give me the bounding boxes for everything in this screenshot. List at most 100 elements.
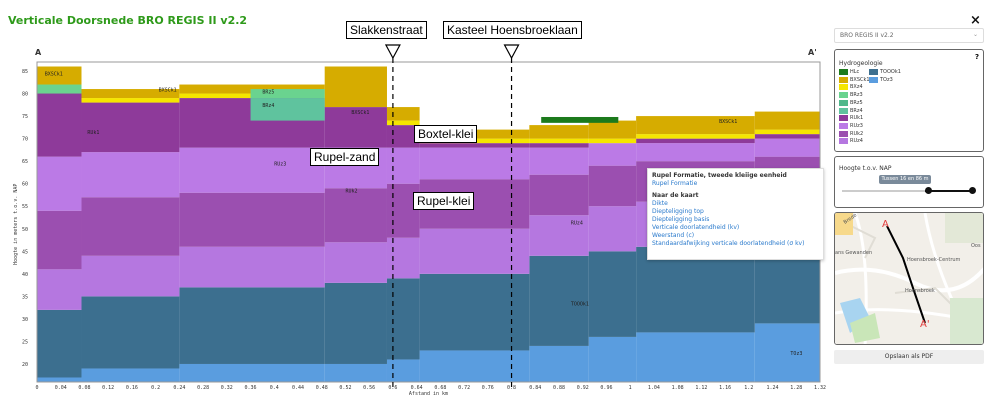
model-select[interactable]: BRO REGIS II v2.2 ⌄ [834,28,984,43]
layer-bxsck1[interactable] [37,66,82,85]
layer-brz4[interactable] [250,98,325,121]
layer-toook1[interactable] [529,255,589,346]
layer-bxsck1[interactable] [324,66,387,108]
layer-bxz4[interactable] [588,138,637,144]
layer-bxsck1[interactable] [588,120,637,139]
layer-bxsck1[interactable] [636,116,755,135]
save-pdf-button[interactable]: Opslaan als PDF [834,350,984,364]
layer-ruk1[interactable] [754,134,820,139]
layer-toook1[interactable] [636,246,755,333]
layer-ruz3[interactable] [37,156,82,211]
layer-ruk2[interactable] [179,192,325,247]
layer-ruz3[interactable] [386,147,420,184]
layer-ruz4[interactable] [37,269,82,310]
x-tick-label: 0.44 [292,385,304,391]
height-slider-track[interactable] [842,190,974,192]
layer-ruk2[interactable] [37,210,82,270]
legend-title: Hydrogeologie [839,60,883,67]
layer-ruk2[interactable] [324,188,387,243]
layer-bxsck1[interactable] [529,125,589,139]
layer-toz3[interactable] [324,363,387,382]
layer-hlc[interactable] [541,116,619,123]
layer-toz3[interactable] [754,323,820,382]
layer-ruk1[interactable] [81,102,180,153]
layer-toz3[interactable] [588,336,637,382]
help-icon[interactable]: ? [974,53,979,61]
layer-ruk2[interactable] [529,174,589,216]
layer-label: BXSCk1 [45,72,63,78]
layer-ruz3[interactable] [529,147,589,175]
layer-bxz4[interactable] [81,98,180,103]
legend-label: RUz3 [850,122,863,129]
x-tick-label: 0.8 [507,385,516,391]
legend-item-hlc: HLc [839,69,859,75]
layer-ruz4[interactable] [179,246,325,288]
layer-ruz4[interactable] [588,206,637,252]
layer-toz3[interactable] [636,332,755,382]
height-slider-max-handle[interactable] [969,187,976,194]
layer-toook1[interactable] [386,278,420,360]
y-tick-label: 70 [22,137,28,143]
layer-toook1[interactable] [588,251,637,337]
layer-bxz4[interactable] [636,134,755,139]
legend-item-bxsck1: BXSCk1 [839,76,870,83]
layer-toz3[interactable] [37,377,82,382]
layer-ruk2[interactable] [588,165,637,207]
legend-label: BRz3 [850,92,863,99]
x-tick-label: 0.6 [388,385,397,391]
popup-formation-link[interactable]: Rupel Formatie [652,180,698,187]
popup-link-kv[interactable]: Verticale doorlatendheid (kv) [652,224,740,231]
layer-ruk1[interactable] [37,89,82,157]
layer-brz3[interactable] [37,84,82,94]
x-tick-label: 0.92 [577,385,589,391]
height-slider-min-handle[interactable] [925,187,932,194]
layer-bxsck1[interactable] [754,111,820,130]
popup-link-stdev[interactable]: Standaardafwijking verticale doorlatendh… [652,240,805,247]
layer-brz3[interactable] [250,89,325,99]
layer-ruz3[interactable] [754,138,820,157]
layer-bxsck1[interactable] [81,89,180,99]
layer-ruz3[interactable] [419,147,530,180]
layer-ruk2[interactable] [81,197,180,256]
layer-ruz3[interactable] [81,152,180,198]
layer-ruk1[interactable] [324,107,387,148]
layer-ruz3[interactable] [179,147,325,193]
layer-toook1[interactable] [324,282,387,364]
layer-ruk1[interactable] [419,143,530,148]
layer-ruz4[interactable] [386,237,420,279]
layer-ruz4[interactable] [81,255,180,297]
layer-ruz3[interactable] [588,143,637,166]
y-tick-label: 35 [22,294,28,300]
legend-item-ruz4: RUz4 [839,138,863,145]
popup-link-top[interactable]: Diepteligging top [652,208,704,215]
layer-toz3[interactable] [419,350,530,382]
layer-ruz4[interactable] [419,228,530,274]
layer-toz3[interactable] [386,359,420,382]
layer-toz3[interactable] [529,345,589,382]
location-map[interactable]: Brede Oos ans Gewanden Hoensbroek-Centru… [834,212,984,345]
layer-ruz3[interactable] [636,143,755,162]
layer-toz3[interactable] [81,368,180,382]
layer-toook1[interactable] [81,296,180,369]
legend-item-brz3: BRz3 [839,92,863,99]
legend-label: BRz4 [850,107,863,114]
layer-ruk1[interactable] [386,125,420,148]
popup-link-dikte[interactable]: Dikte [652,200,668,207]
layer-toook1[interactable] [179,287,325,364]
layer-bxsck1[interactable] [386,107,420,121]
layer-ruz4[interactable] [324,242,387,283]
layer-ruk1[interactable] [636,138,755,144]
layer-toook1[interactable] [419,273,530,351]
layer-bxz4[interactable] [386,120,420,126]
layer-bxz4[interactable] [529,138,589,144]
layer-toz3[interactable] [179,363,325,382]
popup-link-basis[interactable]: Diepteligging basis [652,216,710,223]
layer-ruz4[interactable] [529,215,589,256]
layer-bxz4[interactable] [754,129,820,135]
legend-swatch [839,122,848,129]
layer-toook1[interactable] [37,309,82,378]
layer-ruk1[interactable] [529,143,589,148]
close-icon[interactable]: × [970,13,981,28]
street-marker-triangle [503,44,520,60]
popup-link-weerstand[interactable]: Weerstand (c) [652,232,695,239]
